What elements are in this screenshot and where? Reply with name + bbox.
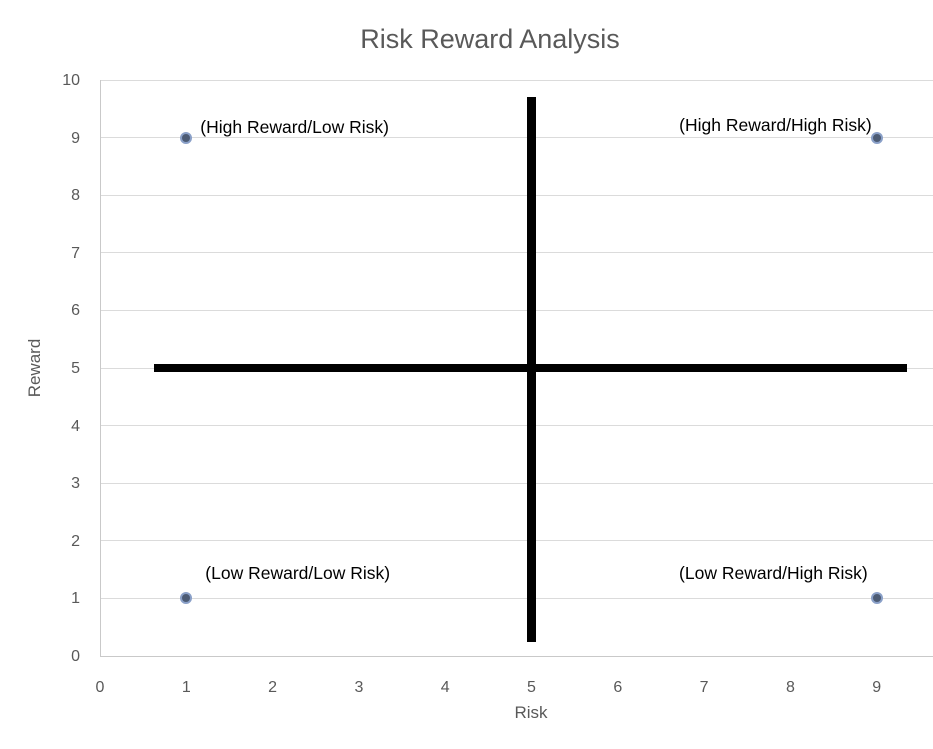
point-label-2: (Low Reward/Low Risk) (205, 563, 391, 584)
y-axis-line (100, 80, 101, 656)
y-tick-label-6: 6 (71, 302, 80, 320)
point-label-0: (High Reward/Low Risk) (200, 116, 389, 137)
gridline-y-1 (100, 597, 933, 599)
x-axis-line (100, 656, 933, 657)
x-tick-label-8: 8 (785, 679, 795, 696)
x-tick-label-9: 9 (872, 679, 882, 696)
gridline-y-7 (100, 252, 933, 254)
gridline-y-3 (100, 482, 933, 484)
x-tick-label-6: 6 (613, 679, 623, 696)
x-tick-label-7: 7 (699, 679, 709, 696)
x-axis-title: Risk (514, 703, 548, 722)
y-tick-label-4: 4 (71, 417, 80, 435)
y-tick-label-3: 3 (71, 475, 80, 493)
data-point-9-1 (870, 592, 883, 605)
point-label-1: (High Reward/High Risk) (679, 114, 872, 135)
y-tick-label-5: 5 (71, 360, 80, 377)
y-tick-label-7: 7 (71, 244, 80, 262)
data-point-1-1 (180, 592, 193, 605)
gridline-y-10 (100, 79, 933, 81)
data-point-9-9 (870, 131, 883, 144)
gridline-y-6 (100, 309, 933, 311)
quadrant-divider-horizontal (153, 364, 907, 372)
y-tick-label-8: 8 (71, 187, 80, 205)
chart-title: Risk Reward Analysis (360, 24, 620, 54)
x-tick-label-5: 5 (527, 679, 536, 696)
x-tick-label-2: 2 (268, 679, 278, 696)
gridline-y-8 (100, 194, 933, 196)
y-tick-label-10: 10 (62, 72, 80, 89)
data-point-1-9 (180, 131, 193, 144)
y-tick-label-9: 9 (71, 129, 80, 147)
point-label-3: (Low Reward/High Risk) (679, 563, 868, 584)
y-tick-label-1: 1 (71, 590, 80, 608)
x-tick-label-1: 1 (181, 679, 191, 696)
x-tick-label-3: 3 (354, 679, 364, 696)
x-tick-label-0: 0 (95, 679, 105, 696)
y-tick-label-2: 2 (71, 532, 80, 550)
x-tick-label-4: 4 (440, 679, 450, 696)
gridline-y-9 (100, 137, 933, 139)
gridline-y-4 (100, 425, 933, 427)
gridline-y-2 (100, 540, 933, 542)
y-tick-label-0: 0 (71, 648, 80, 665)
